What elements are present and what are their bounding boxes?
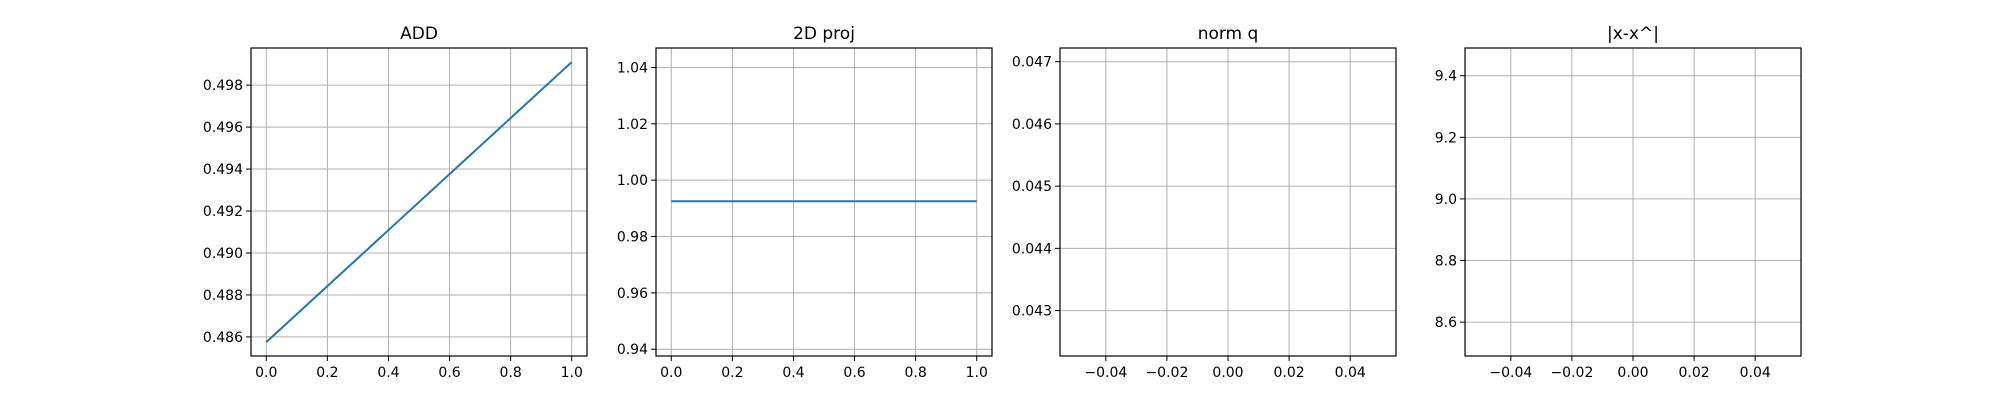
x-tick-label: 0.02 xyxy=(1274,365,1305,381)
y-tick-label: 8.8 xyxy=(1435,254,1457,270)
y-tick-label: 0.94 xyxy=(617,342,648,358)
x-tick-label: 0.4 xyxy=(377,365,399,381)
y-tick-label: 0.496 xyxy=(203,120,243,136)
y-tick-label: 9.2 xyxy=(1435,130,1457,146)
x-tick-label: −0.04 xyxy=(1489,365,1532,381)
x-tick-label: −0.02 xyxy=(1550,365,1593,381)
axes-frame xyxy=(250,47,588,357)
y-tick-label: 8.6 xyxy=(1435,315,1457,331)
chart-title: |x-x^| xyxy=(1607,24,1659,44)
x-tick-label: 1.0 xyxy=(561,365,583,381)
axes-frame xyxy=(655,47,993,357)
x-tick-label: 0.8 xyxy=(500,365,522,381)
x-tick-label: 0.4 xyxy=(782,365,804,381)
series-line-1 xyxy=(265,61,573,343)
x-tick-label: 0.02 xyxy=(1679,365,1710,381)
x-tick-label: −0.02 xyxy=(1145,365,1188,381)
subplot-4: −0.04 −0.02 0.00 0.02 0.04 8.6 8.8 9.0 9.2 9.4 |x-… xyxy=(1435,24,1802,381)
chart-title: 2D proj xyxy=(793,24,855,44)
y-tick-label: 0.486 xyxy=(203,330,243,346)
x-tick-label: 0.2 xyxy=(721,365,743,381)
y-tick-label: 0.492 xyxy=(203,204,243,220)
x-tick-label: 0.2 xyxy=(316,365,338,381)
subplot-2: 0.0 0.2 0.4 0.6 0.8 1.0 0.94 0.96 0.98 1.00 1.02 1.… xyxy=(617,24,993,381)
y-tick-label: 0.047 xyxy=(1012,55,1052,71)
y-tick-label: 0.043 xyxy=(1012,304,1052,320)
y-tick-label: 9.0 xyxy=(1435,192,1457,208)
y-tick-label: 0.046 xyxy=(1012,117,1052,133)
y-tick-label: 9.4 xyxy=(1435,69,1457,85)
x-tick-label: 0.6 xyxy=(438,365,460,381)
x-tick-label: 0.04 xyxy=(1740,365,1771,381)
x-tick-label: 0.04 xyxy=(1335,365,1366,381)
x-tick-label: 0.0 xyxy=(255,365,277,381)
chart-title: norm q xyxy=(1198,24,1259,44)
y-tick-label: 1.04 xyxy=(617,60,648,76)
x-tick-label: 0.0 xyxy=(660,365,682,381)
x-tick-label: 0.6 xyxy=(843,365,865,381)
x-tick-label: 0.00 xyxy=(1617,365,1648,381)
y-tick-label: 0.490 xyxy=(203,246,243,262)
y-tick-label: 0.488 xyxy=(203,288,243,304)
x-tick-label: 0.00 xyxy=(1212,365,1243,381)
y-tick-label: 0.044 xyxy=(1012,241,1052,257)
y-tick-label: 0.98 xyxy=(617,230,648,246)
x-tick-label: −0.04 xyxy=(1084,365,1127,381)
y-tick-label: 0.96 xyxy=(617,286,648,302)
y-tick-label: 1.00 xyxy=(617,173,648,189)
y-tick-label: 0.498 xyxy=(203,78,243,94)
subplot-1: 0.0 0.2 0.4 0.6 0.8 1.0 0.486 0.488 0.490 0.492 0.… xyxy=(203,24,588,381)
y-tick-label: 1.02 xyxy=(617,117,648,133)
x-tick-label: 1.0 xyxy=(966,365,988,381)
y-tick-label: 0.045 xyxy=(1012,179,1052,195)
subplot-3: −0.04 −0.02 0.00 0.02 0.04 0.043 0.044 0.045 0.0… xyxy=(1012,24,1397,381)
y-tick-label: 0.494 xyxy=(203,162,243,178)
chart-title: ADD xyxy=(400,24,438,44)
x-tick-label: 0.8 xyxy=(905,365,927,381)
